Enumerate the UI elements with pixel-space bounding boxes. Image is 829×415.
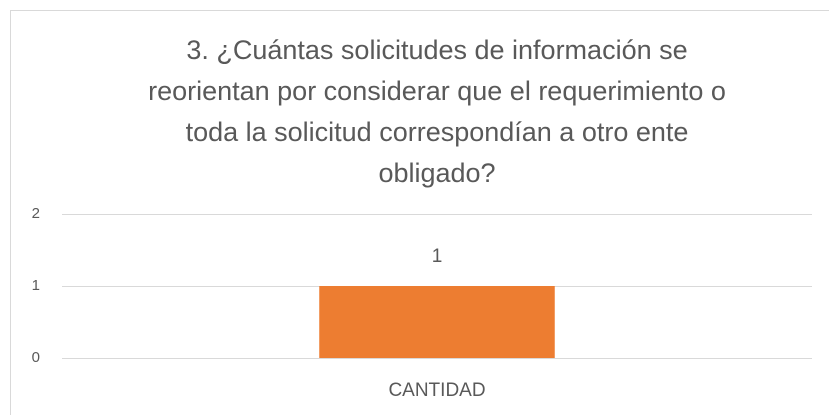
y-tick-label: 0 <box>32 349 40 366</box>
chart-border <box>10 10 829 415</box>
x-tick-label: CANTIDAD <box>388 380 485 401</box>
chart-title: 3. ¿Cuántas solicitudes de información s… <box>148 35 726 188</box>
bar <box>319 286 555 358</box>
y-tick-label: 1 <box>32 277 40 294</box>
y-tick-label: 2 <box>32 205 40 222</box>
data-label: 1 <box>432 246 443 267</box>
